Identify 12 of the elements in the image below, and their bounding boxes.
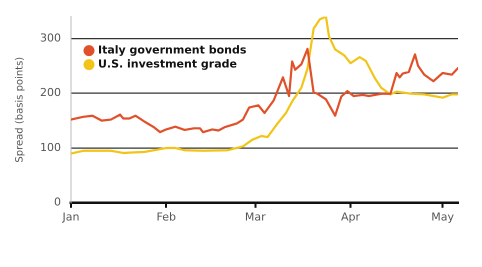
legend-label: Italy government bonds [98, 43, 247, 56]
y-tick-label: 200 [40, 86, 61, 100]
x-tick-label: Jan [62, 210, 80, 224]
legend-label: U.S. investment grade [98, 57, 237, 70]
x-tick-label: Apr [340, 210, 360, 224]
y-tick-label: 0 [54, 196, 61, 209]
x-tick-label: May [431, 210, 454, 224]
y-tick-label: 100 [40, 140, 61, 154]
x-tick-label: Feb [156, 210, 176, 224]
y-tick-label: 300 [40, 31, 61, 44]
x-tick-label: Mar [244, 210, 266, 224]
y-axis-title: Spread (basis points) [14, 56, 26, 163]
